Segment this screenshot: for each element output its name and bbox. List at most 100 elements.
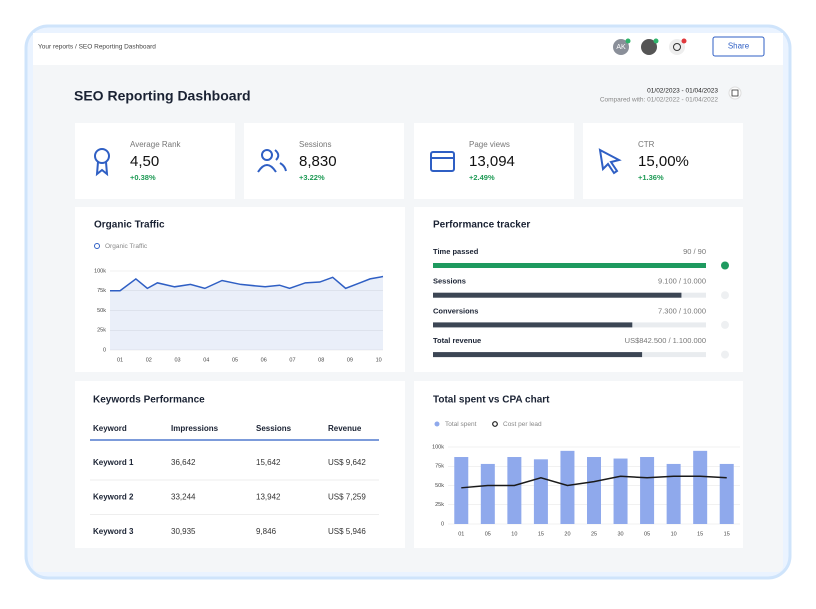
cell: Keyword 2 [93, 493, 134, 502]
progress-bar [433, 292, 682, 298]
x-tick-label: 01 [117, 357, 123, 363]
x-tick-label: 05 [644, 531, 650, 537]
cell: 9,846 [256, 527, 277, 536]
calendar-button[interactable] [728, 86, 742, 100]
kpi-label: CTR [638, 140, 655, 149]
cell: 36,642 [171, 458, 196, 467]
tracker-value: 7.300 / 10.000 [658, 306, 706, 315]
bar [613, 458, 628, 524]
kpi-card [583, 123, 743, 199]
y-tick-label: 100k [432, 444, 444, 450]
line [461, 475, 727, 489]
status-check [721, 261, 729, 270]
share-button[interactable] [712, 36, 765, 57]
tracker-name: Sessions [433, 277, 466, 286]
status-dot [653, 38, 659, 44]
tracker-name: Total revenue [433, 336, 481, 345]
y-tick-label: 25k [435, 502, 444, 508]
x-tick-label: 06 [261, 357, 267, 363]
bar [507, 457, 522, 524]
kpi-value: 13,094 [469, 153, 515, 170]
status-check [721, 350, 729, 359]
cell: 13,942 [256, 493, 281, 502]
status-check [721, 291, 729, 300]
bar [560, 450, 575, 524]
x-tick-label: 25 [591, 531, 597, 537]
x-tick-label: 10 [671, 531, 677, 537]
rank-icon [95, 161, 109, 177]
notif-dot [681, 38, 687, 44]
tracker-value: 90 / 90 [683, 247, 706, 256]
avatar[interactable] [613, 39, 629, 55]
kpi-label: Page views [469, 140, 510, 149]
y-tick-label: 100k [94, 268, 106, 274]
compared-range: Compared with: 01/02/2022 - 01/04/2022 [600, 97, 719, 104]
kpi-card [75, 123, 235, 199]
x-tick-label: 20 [564, 531, 570, 537]
area [110, 276, 383, 350]
column-header: Impressions [171, 424, 219, 433]
x-tick-label: 15 [697, 531, 703, 537]
kpi-label: Sessions [299, 140, 331, 149]
column-header: Keyword [93, 424, 127, 433]
legend-marker [492, 421, 498, 427]
x-tick-label: 01 [458, 531, 464, 537]
kpi-label: Average Rank [130, 140, 182, 149]
kpi-change: +2.49% [469, 173, 495, 182]
kpi-card [244, 123, 404, 199]
x-tick-label: 02 [146, 357, 152, 363]
cell: US$ 7,259 [328, 493, 366, 502]
bar [719, 463, 734, 524]
x-tick-label: 10 [511, 531, 517, 537]
panel [75, 207, 405, 372]
date-range[interactable]: 01/02/2023 - 01/04/2023 [647, 88, 718, 95]
y-tick-label: 75k [435, 464, 444, 470]
legend-marker [94, 243, 100, 249]
breadcrumb[interactable]: Your reports / SEO Reporting Dashboard [38, 44, 156, 51]
y-tick-label: 75k [97, 288, 106, 294]
x-tick-label: 05 [485, 531, 491, 537]
chat-button[interactable] [669, 39, 685, 55]
x-tick-label: 08 [318, 357, 324, 363]
page-title: SEO Reporting Dashboard [74, 88, 251, 104]
line [110, 275, 384, 292]
tracker-name: Conversions [433, 306, 478, 315]
top-bar [33, 33, 783, 65]
tracker-value: 9.100 / 10.000 [658, 277, 706, 286]
panels [75, 123, 743, 548]
bar [640, 457, 655, 524]
kpi-change: +0.38% [130, 173, 156, 182]
users-icon [261, 149, 273, 161]
cell: US$ 9,642 [328, 458, 366, 467]
tracker-name: Time passed [433, 247, 479, 256]
calendar-icon [731, 89, 739, 97]
progress-bar [433, 263, 706, 268]
y-tick-label: 0 [441, 521, 444, 527]
panel-title: Performance tracker [433, 220, 530, 231]
bar [480, 463, 495, 524]
rank-icon [94, 148, 110, 164]
x-tick-label: 10 [376, 357, 382, 363]
bar [587, 457, 601, 524]
progress-bar [433, 352, 643, 358]
panel [75, 381, 405, 548]
status-check [721, 320, 729, 329]
avatar-initials: AK [616, 44, 626, 51]
x-tick-label: 30 [617, 531, 623, 537]
y-tick-label: 0 [103, 347, 106, 353]
column-header: Revenue [328, 424, 362, 433]
y-tick-label: 25k [97, 328, 106, 334]
cursor-icon [598, 148, 622, 175]
cell: US$ 5,946 [328, 527, 366, 536]
chat-icon [673, 43, 681, 51]
bar [533, 459, 548, 524]
avatar-photo[interactable] [641, 39, 657, 55]
cell: 15,642 [256, 458, 281, 467]
panel [414, 207, 743, 372]
x-tick-label: 07 [289, 357, 295, 363]
kpi-value: 4,50 [130, 153, 159, 170]
kpi-value: 15,00% [638, 153, 689, 170]
x-tick-label: 05 [232, 357, 238, 363]
